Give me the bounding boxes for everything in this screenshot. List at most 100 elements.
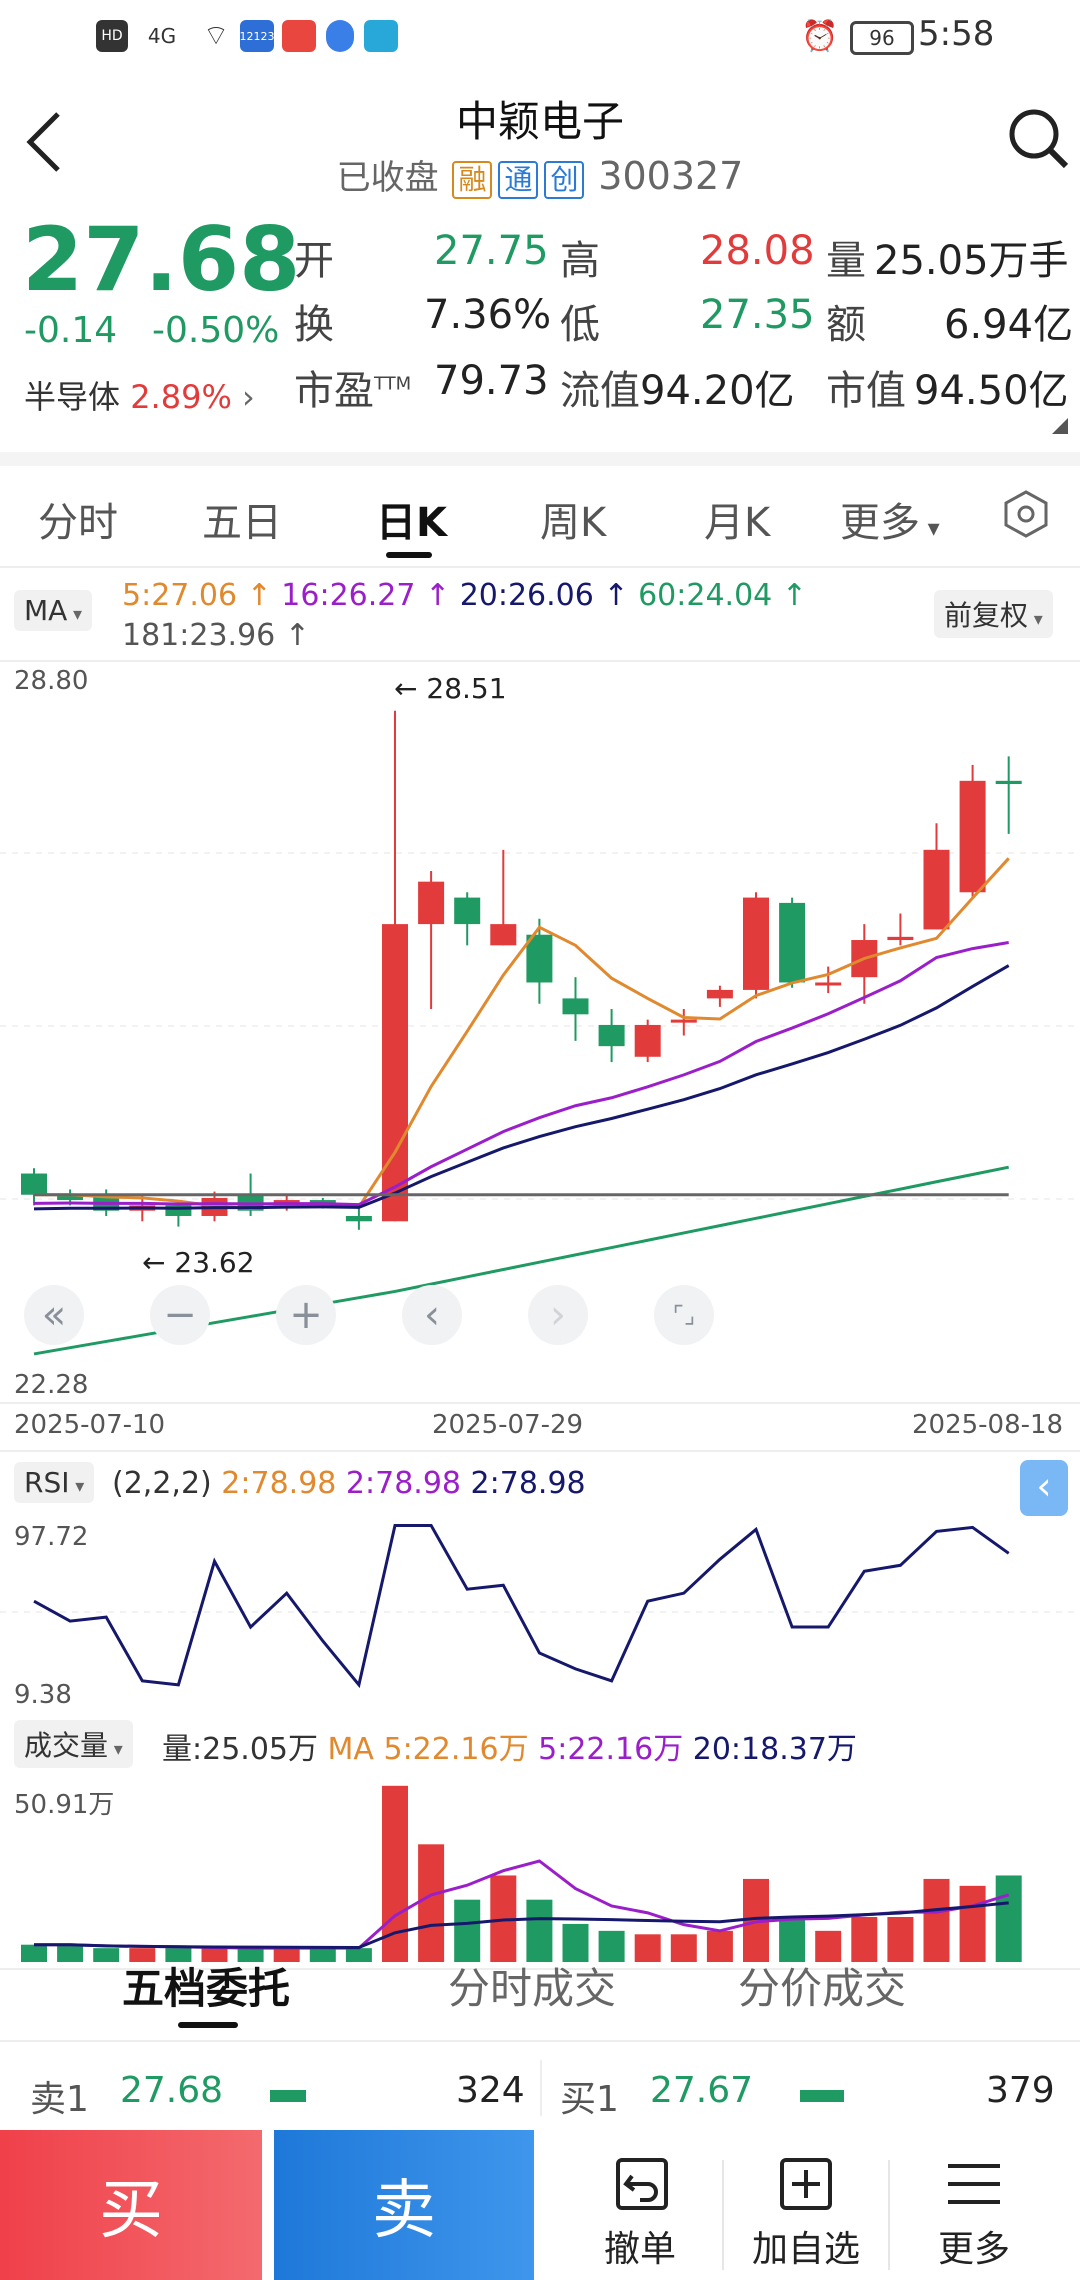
- battery-icon: 96: [850, 21, 914, 55]
- peak-value: 28.51: [426, 672, 507, 705]
- toolbar-divider: [888, 2160, 890, 2270]
- rsi-1: 2:78.98: [221, 1466, 337, 1501]
- huawei-icon: [282, 20, 316, 52]
- tab-intraday[interactable]: 分时: [38, 500, 118, 546]
- caret-down-icon: ▾: [67, 604, 83, 625]
- turnover-value: 7.36%: [424, 292, 552, 338]
- rsi-selector-label: RSI: [24, 1466, 70, 1499]
- ma16-legend: 16:26.27: [281, 578, 416, 613]
- active-tab-indicator: [386, 552, 432, 558]
- chart-settings-button[interactable]: [1000, 488, 1052, 540]
- volume-bar: [815, 1930, 842, 1962]
- status-time: 5:58: [918, 14, 995, 54]
- ma20-legend: 20:26.06: [459, 578, 594, 613]
- adjust-label: 前复权: [944, 599, 1029, 632]
- scroll-start-button[interactable]: «: [24, 1285, 84, 1345]
- tab-monthly-k[interactable]: 月K: [704, 500, 771, 546]
- more-button[interactable]: 更多: [904, 2150, 1044, 2270]
- date-mid: 2025-07-29: [432, 1410, 584, 1440]
- ma5-legend: 5:27.06: [122, 578, 238, 613]
- sell1-bar: [270, 2090, 306, 2102]
- float-cap-value: 94.20亿: [640, 368, 795, 414]
- price-change: -0.14: [24, 310, 118, 351]
- chevron-left-icon: [26, 112, 60, 172]
- page-title: 中颖电子: [455, 97, 624, 146]
- add-watchlist-button[interactable]: 加自选: [736, 2150, 876, 2270]
- sell-button[interactable]: 卖: [274, 2130, 534, 2280]
- volume-bar: [851, 1917, 878, 1962]
- buy-label: 买: [99, 2174, 163, 2248]
- candle-body: [815, 982, 842, 986]
- fullscreen-button[interactable]: ⌜⌟: [654, 1285, 714, 1345]
- ma-selector[interactable]: MA ▾: [14, 590, 93, 631]
- rsi-y-min: 9.38: [14, 1680, 72, 1710]
- badge-gem: 创: [544, 160, 585, 199]
- volume-bar: [454, 1899, 481, 1962]
- volume-selector[interactable]: 成交量 ▾: [14, 1720, 133, 1768]
- hd-icon: HD: [96, 20, 128, 52]
- sector-row[interactable]: 半导体 2.89% ›: [24, 372, 255, 418]
- buy-button[interactable]: 买: [0, 2130, 262, 2280]
- price-change-pct: -0.50%: [152, 310, 280, 351]
- volume-bar: [418, 1844, 445, 1962]
- vol-value: 25.05万手: [874, 238, 1069, 284]
- pe-sup: TTM: [374, 373, 412, 395]
- low-value: 27.35: [700, 292, 815, 338]
- open-value: 27.75: [434, 228, 549, 274]
- stock-code: 300327: [598, 154, 744, 198]
- cancel-order-button[interactable]: 撤单: [570, 2150, 710, 2270]
- volume-ma20: 20:18.37万: [692, 1732, 857, 1767]
- zoom-in-button[interactable]: +: [276, 1285, 336, 1345]
- volume-bar: [129, 1948, 156, 1962]
- volume-bar: [526, 1899, 553, 1962]
- signal-icon: 4G: [147, 24, 177, 48]
- candle-body: [21, 1173, 47, 1195]
- more-label: 更多: [937, 2229, 1010, 2270]
- expand-corner-icon[interactable]: [1052, 418, 1068, 434]
- candle-body: [382, 924, 408, 1222]
- date-end: 2025-08-18: [912, 1410, 1064, 1440]
- tab-price-volume[interactable]: 分价成交: [738, 1964, 907, 2013]
- candle-body: [634, 1024, 661, 1057]
- caret-down-icon: ▾: [69, 1476, 85, 1497]
- adjust-selector[interactable]: 前复权 ▾: [934, 590, 1053, 638]
- amount-label: 额: [826, 302, 866, 348]
- volume-y-max: 50.91万: [14, 1790, 115, 1820]
- candle-body: [454, 897, 481, 925]
- app-icon: [326, 20, 354, 52]
- pe-value: 79.73: [434, 358, 549, 404]
- volume-bar: [201, 1948, 228, 1962]
- volume-bar: [634, 1934, 661, 1962]
- tab-more[interactable]: 更多 ▾: [840, 490, 940, 548]
- candle-body: [345, 1215, 372, 1222]
- scroll-left-button[interactable]: ‹: [402, 1285, 462, 1345]
- tab-time-sales[interactable]: 分时成交: [448, 1964, 617, 2013]
- back-button[interactable]: [20, 106, 70, 176]
- vol-label: 量: [826, 238, 866, 284]
- volume-bar: [93, 1948, 120, 1962]
- low-value: 23.62: [174, 1246, 255, 1279]
- zoom-out-button[interactable]: −: [150, 1285, 210, 1345]
- wifi-icon: ⌔: [202, 18, 230, 52]
- volume-bar: [706, 1930, 733, 1962]
- volume-bar: [273, 1948, 300, 1962]
- rsi-selector[interactable]: RSI ▾: [14, 1462, 95, 1503]
- tab-order-book[interactable]: 五档委托: [122, 1964, 291, 2013]
- candlestick-chart[interactable]: [0, 660, 1080, 1400]
- buy1-label: 买1: [560, 2079, 619, 2120]
- collapse-panel-button[interactable]: ‹: [1020, 1460, 1068, 1516]
- rsi-line: [33, 1523, 1010, 1689]
- volume-value: 量:25.05万: [162, 1732, 318, 1767]
- hexagon-settings-icon: [1004, 490, 1048, 538]
- rsi-chart[interactable]: [0, 1520, 1080, 1716]
- toolbar-divider: [722, 2160, 724, 2270]
- search-button[interactable]: [1004, 104, 1070, 170]
- scroll-right-button[interactable]: ›: [528, 1285, 588, 1345]
- tab-daily-k[interactable]: 日K: [376, 500, 447, 546]
- tab-five-day[interactable]: 五日: [202, 500, 282, 546]
- volume-bar: [165, 1948, 192, 1962]
- volume-bar: [237, 1948, 264, 1962]
- tab-weekly-k[interactable]: 周K: [540, 500, 607, 546]
- volume-chart[interactable]: [0, 1770, 1080, 1966]
- ma181-legend: 181:23.96: [122, 618, 276, 653]
